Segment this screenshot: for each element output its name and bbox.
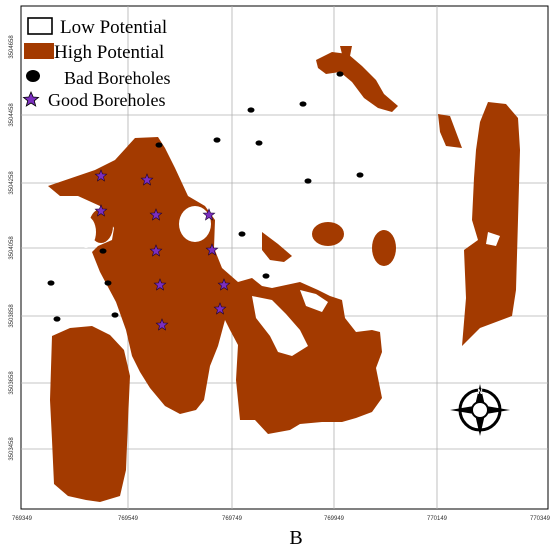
x-tick-1: 769549 (118, 516, 139, 522)
panel-label: B (289, 527, 302, 548)
bad-borehole-8 (238, 231, 246, 237)
high-potential-zones (48, 46, 520, 502)
high-zone-blob-2 (312, 222, 344, 246)
bad-borehole-13 (53, 316, 61, 322)
high-zone-north-patch (316, 52, 398, 112)
good-borehole-1 (140, 173, 154, 186)
legend-bad-label: Bad Boreholes (64, 68, 170, 88)
high-zone-north-speck (340, 46, 352, 56)
bad-boreholes-layer (47, 71, 364, 322)
bad-borehole-2 (299, 101, 307, 107)
y-tick-3: 3504058 (9, 236, 15, 260)
high-zone-blob-4 (262, 232, 292, 262)
good-borehole-10 (155, 318, 169, 331)
x-tick-2: 769749 (222, 516, 243, 522)
bad-borehole-1 (247, 107, 255, 113)
low-potential-holes (76, 206, 500, 356)
y-tick-6: 3503458 (9, 437, 15, 461)
legend-high-box-icon (24, 43, 54, 59)
high-zone-blob-3 (372, 230, 396, 266)
good-borehole-2 (94, 204, 108, 217)
good-borehole-6 (205, 243, 219, 256)
x-tick-5: 770349 (530, 516, 551, 522)
bad-borehole-7 (356, 172, 364, 178)
legend-bad-dot-icon (26, 70, 40, 82)
bad-borehole-11 (104, 280, 112, 286)
bad-borehole-4 (213, 137, 221, 143)
high-zone-east-strip (462, 102, 520, 346)
y-axis-ticks: 3504658 3504458 3504258 3504058 3503858 … (9, 35, 15, 461)
bad-borehole-3 (155, 142, 163, 148)
high-zone-main (48, 137, 382, 434)
good-boreholes-layer (94, 169, 231, 331)
good-borehole-9 (213, 302, 227, 315)
legend-low-label: Low Potential (60, 17, 167, 38)
good-borehole-4 (202, 208, 216, 221)
y-tick-2: 3504258 (9, 171, 15, 195)
legend-good-label: Good Boreholes (48, 90, 165, 110)
legend-good-star-icon (22, 91, 40, 107)
good-borehole-5 (149, 244, 163, 257)
x-tick-3: 769949 (324, 516, 345, 522)
bad-borehole-14 (111, 312, 119, 318)
good-borehole-0 (94, 169, 108, 182)
north-label: N (477, 389, 482, 396)
y-tick-5: 3503658 (9, 371, 15, 395)
high-zone-southwest (50, 326, 130, 502)
x-tick-4: 770149 (427, 516, 448, 522)
bad-borehole-12 (262, 273, 270, 279)
bad-borehole-6 (304, 178, 312, 184)
x-axis-ticks: 769349 769549 769749 769949 770149 77034… (12, 516, 551, 522)
y-tick-4: 3503858 (9, 304, 15, 328)
legend-low-box-icon (27, 17, 53, 35)
bad-borehole-9 (99, 248, 107, 254)
legend: Low Potential High Potential Bad Borehol… (22, 17, 170, 110)
high-zone-east-sliver (438, 114, 462, 148)
bad-borehole-10 (47, 280, 55, 286)
y-tick-0: 3504658 (9, 35, 15, 59)
north-arrow-icon: N (450, 384, 510, 436)
x-tick-0: 769349 (12, 516, 33, 522)
bad-borehole-5 (255, 140, 263, 146)
bad-borehole-0 (336, 71, 344, 77)
legend-high-label: High Potential (54, 42, 164, 63)
good-borehole-7 (153, 278, 167, 291)
good-borehole-3 (149, 208, 163, 221)
y-tick-1: 3504458 (9, 103, 15, 127)
good-borehole-8 (217, 278, 231, 291)
